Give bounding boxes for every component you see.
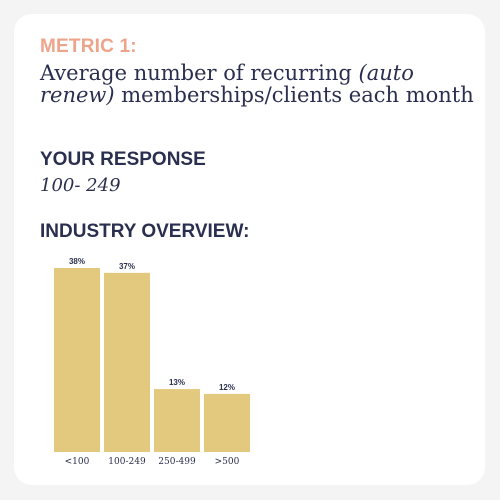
overview-heading: INDUSTRY OVERVIEW: — [40, 221, 250, 242]
category-label: 100-249 — [108, 457, 146, 467]
bar-value-label: 37% — [119, 262, 135, 271]
industry-bar-chart: 38% <100 37% 100-249 13% 250-499 12% >500 — [54, 257, 250, 467]
metric-label: METRIC 1: — [40, 36, 137, 57]
category-label: >500 — [215, 457, 240, 467]
bar-value-label: 12% — [219, 383, 235, 392]
response-value: 100- 249 — [40, 175, 121, 196]
bar-1 — [104, 272, 150, 452]
bar-0 — [54, 268, 100, 452]
bar-value-label: 13% — [169, 378, 185, 387]
question-text-end: memberships/clients each month — [114, 83, 474, 107]
question-text-start: Average number of recurring — [40, 61, 359, 85]
metric-card: METRIC 1: Average number of recurring (a… — [14, 14, 485, 485]
bar-2 — [154, 389, 200, 452]
metric-question: Average number of recurring (auto renew)… — [40, 62, 480, 106]
bar-3 — [204, 393, 250, 452]
category-label: <100 — [65, 457, 90, 467]
bar-value-label: 38% — [69, 257, 85, 266]
category-label: 250-499 — [158, 457, 196, 467]
question-text-italic: (auto renew) — [40, 61, 414, 107]
response-heading: YOUR RESPONSE — [40, 149, 206, 170]
